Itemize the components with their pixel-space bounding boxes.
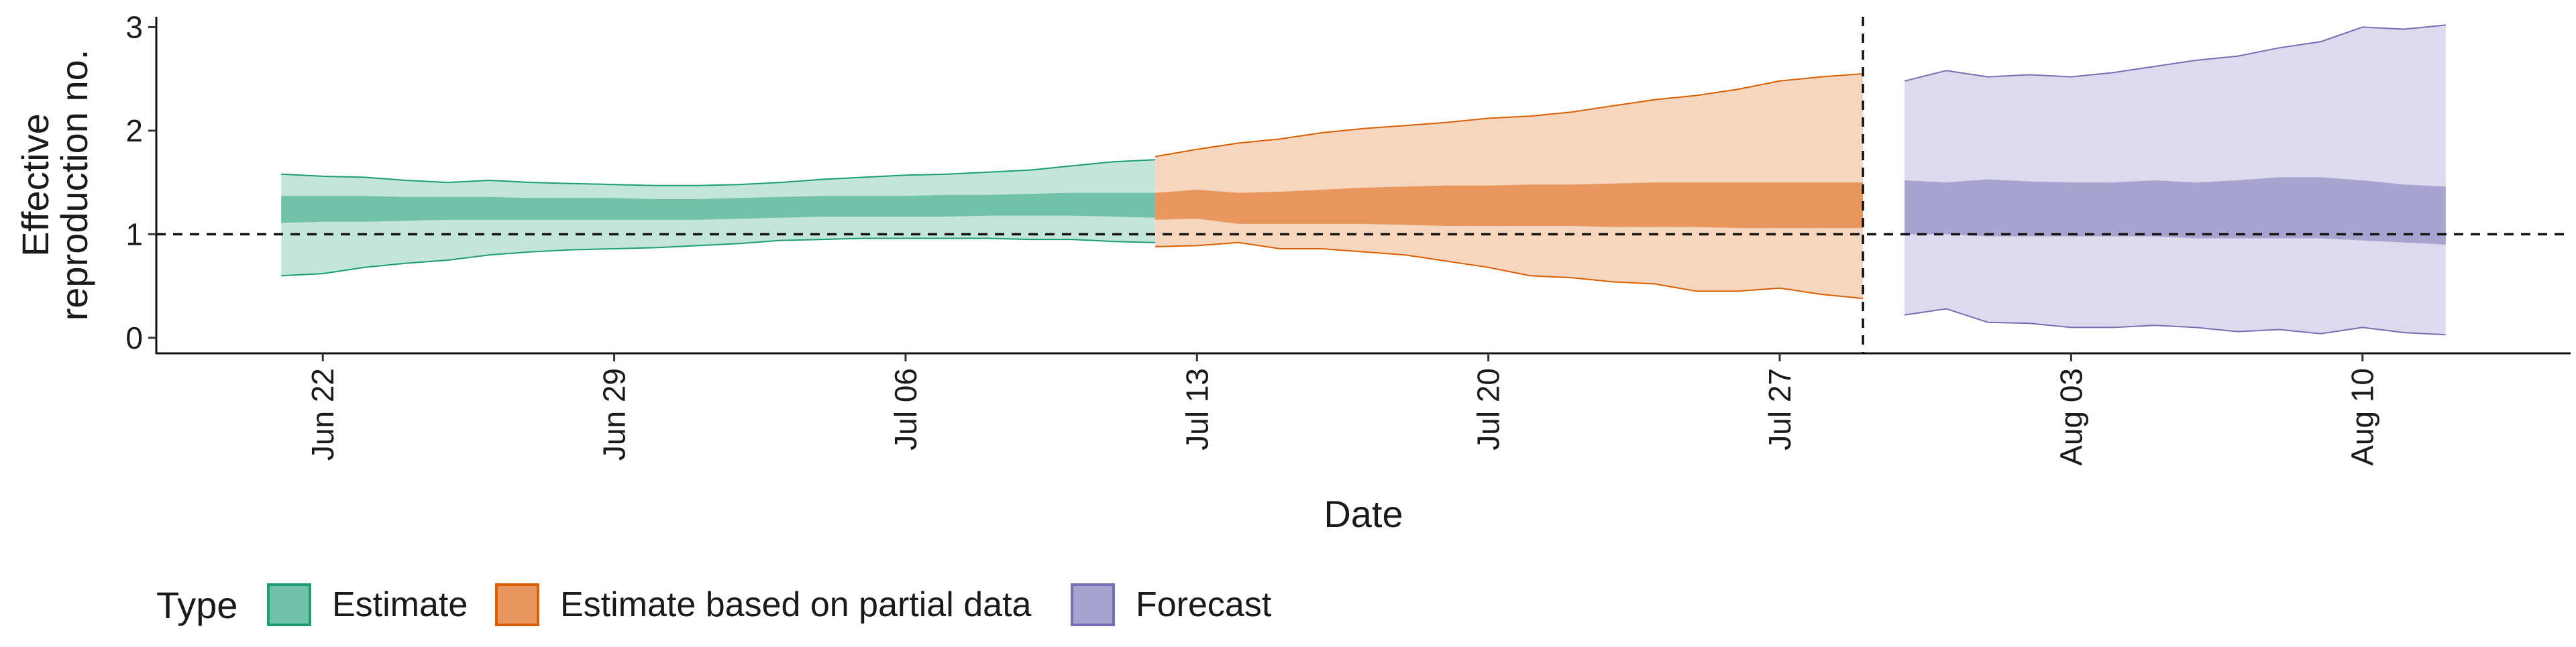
axes: 0 1 2 3 Jun 22 Jun 29 Jul 06 Jul 13 Jul 20 Jul 27… xyxy=(14,9,2571,535)
y-axis-title-line: Effective xyxy=(14,113,56,257)
outer-band-forecast xyxy=(1904,25,2446,335)
outer-band-lower-edge-estimate-based-on-partial-data xyxy=(1155,241,1864,300)
outer-band-upper-edge-estimate-based-on-partial-data xyxy=(1155,73,1864,158)
ribbon-layer xyxy=(281,24,2446,336)
inner-band-forecast xyxy=(1904,177,2446,245)
inner-band-estimate xyxy=(281,192,1156,223)
legend-key-1 xyxy=(495,583,539,626)
reference-lines xyxy=(156,17,2571,353)
x-tick-label: Aug 03 xyxy=(2053,368,2088,466)
y-axis-title-line: reproduction no. xyxy=(53,50,95,321)
y-tick-label: 1 xyxy=(125,217,143,251)
y-axis-title: Effectivereproduction no. xyxy=(14,50,95,321)
y-tick-label: 2 xyxy=(125,113,143,148)
x-tick-label: Jul 20 xyxy=(1471,368,1506,451)
inner-band-estimate-based-on-partial-data xyxy=(1155,182,1864,229)
outer-band-lower-edge-forecast xyxy=(1904,308,2446,336)
y-tick-label: 3 xyxy=(125,9,143,44)
legend: Type Estimate Estimate based on partial da… xyxy=(156,583,1272,626)
outer-band-lower-edge-estimate xyxy=(281,237,1156,277)
x-axis-title: Date xyxy=(1324,493,1403,535)
x-tick-label: Aug 10 xyxy=(2345,368,2380,466)
legend-key-0 xyxy=(267,583,311,626)
outer-band-upper-edge-forecast xyxy=(1904,24,2446,82)
x-tick-label: Jul 06 xyxy=(888,368,923,451)
legend-label: Estimate xyxy=(332,585,468,624)
legend-label: Estimate based on partial data xyxy=(560,585,1032,624)
legend-title: Type xyxy=(156,584,237,626)
x-tick-label: Jun 29 xyxy=(597,368,632,461)
outer-band-upper-edge-estimate xyxy=(281,159,1156,186)
x-tick-label: Jul 27 xyxy=(1762,368,1797,451)
x-tick-label: Jul 13 xyxy=(1179,368,1214,451)
legend-key-2 xyxy=(1071,583,1115,626)
x-tick-label: Jun 22 xyxy=(305,368,340,461)
y-tick-label: 0 xyxy=(125,320,143,355)
legend-label: Forecast xyxy=(1136,585,1272,624)
